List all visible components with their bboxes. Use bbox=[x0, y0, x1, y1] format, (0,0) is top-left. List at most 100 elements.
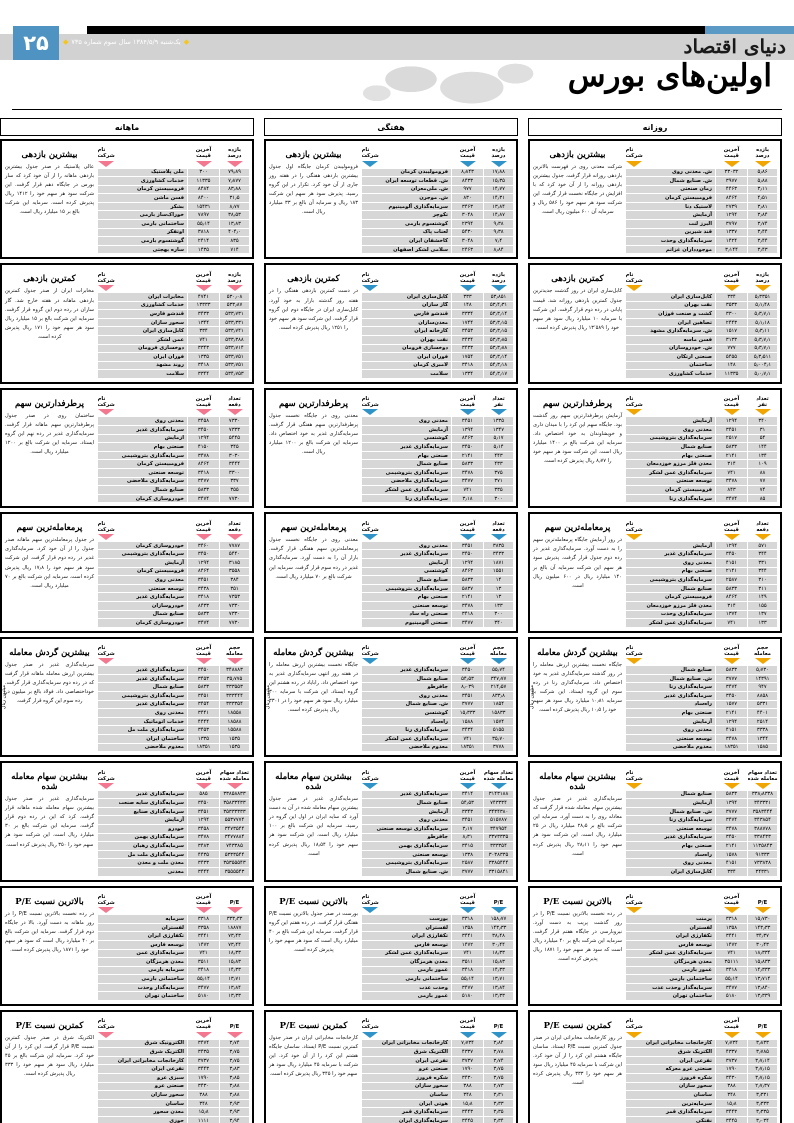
table-row: ۳٫۴۴ ۱۳۳۷ قند شیرین bbox=[625, 227, 778, 238]
cell-last-price: ۳۳۵۸ bbox=[187, 922, 220, 933]
table-row: ۷۳۳۰ ۸۴۳۳ خودروسازان bbox=[97, 600, 250, 611]
cell-company-name: قند شیرین bbox=[625, 227, 716, 238]
cell-metric-value: ۳۷۵ bbox=[483, 467, 514, 478]
table-row: ۵۱۵۵ ۳۴۳۴ سرمایه‌گذاری رنا bbox=[361, 725, 514, 735]
cell-metric-value: ۵۳٫۴٫۳۱ bbox=[483, 300, 514, 311]
cell-company-name: سرمایه‌گذاری غدیر bbox=[625, 549, 716, 559]
cell-metric-value: ۳۰۳۸۳۳۵ bbox=[483, 849, 514, 860]
cell-company-name: صنعتی بهام bbox=[97, 442, 188, 452]
table-row: ۳٫۹۳ ۱۵٫۸ معدن سحور bbox=[97, 1107, 250, 1117]
cell-metric-value: ۳٫۳۳ bbox=[483, 1098, 514, 1109]
down-arrow-icon bbox=[754, 533, 771, 540]
table-row: ۳٫۸۸ ۳۴۳۰ صنعتی عرو bbox=[97, 1081, 250, 1092]
cell-last-price: ۱۳۳۵ bbox=[187, 734, 220, 744]
table-col-header: نام شرکت bbox=[97, 641, 188, 666]
col-header-line: معامله bbox=[754, 651, 771, 658]
table-row: ۴۴۳ ۲۱۴۱ صنعتی بهام bbox=[361, 450, 514, 461]
cell-last-price: ۳۷۳۷ bbox=[187, 1055, 220, 1066]
table-row: ۱۸٫۳۳ ۷۴۱ سرمایه‌گذاری عمن لشکر bbox=[361, 948, 514, 959]
cell-company-name: سرمایه‌گذاری بتروشیمی bbox=[97, 450, 188, 461]
cell-company-name: سرمایه‌گذاری رهبان bbox=[97, 841, 188, 851]
table-col-header: آخرین قیمت bbox=[715, 517, 748, 542]
cell-last-price: ۸۴۶۴ bbox=[187, 459, 220, 469]
table-row: ۱۴٫۳۱ ۸۳۰ ش. موجرن bbox=[361, 193, 514, 203]
cell-last-price: ۲۳۹۴ bbox=[451, 219, 484, 229]
col-header-line: شرکت bbox=[97, 775, 115, 782]
down-arrow-icon bbox=[754, 284, 771, 291]
cell-company-name: سرمایه‌گذاری غدیر bbox=[361, 665, 452, 675]
table-row: ۱۳ ۲۱۴۱ صنعتی بهام bbox=[361, 592, 514, 602]
cell-metric-value: ۵۷۱ bbox=[747, 540, 778, 551]
cell-company-name: کابل‌سازی ایران bbox=[625, 867, 716, 877]
table-row: ۳۰٫۴۴ ۱۴۷۲ توسعه فارس bbox=[361, 939, 514, 950]
cell-company-name: عمن لشکر bbox=[97, 334, 188, 345]
cell-metric-value: ۷۳٫۴۴ bbox=[219, 939, 250, 950]
cell-metric-value: ۳٫۷۵ bbox=[219, 1055, 250, 1066]
table-row: ۵۳۰٫۰۸ ۴۷۴۱ مخابرات ایران bbox=[97, 291, 250, 302]
stat-block: تعداد دفعه آخرین قیمت نام شرکت ۳۸۳۵ ۳۴۵۱ معدنی ر… bbox=[264, 512, 518, 633]
down-arrow-icon bbox=[195, 160, 212, 167]
table-row: ۳٫۱۱ ۴۴۶۳ زمان صنعتی bbox=[625, 184, 778, 195]
cell-company-name: توسعه صنعتی bbox=[361, 600, 452, 611]
down-arrow-icon bbox=[723, 160, 740, 167]
table-col-header: نام شرکت bbox=[625, 517, 716, 542]
down-arrow-icon bbox=[361, 658, 378, 665]
cell-company-name: سرمایه‌گذاری ملاحضی bbox=[97, 476, 188, 487]
cell-last-price: ۵۵٫۱۴ bbox=[451, 974, 484, 984]
cell-metric-value: ۳۳۳۳۵۴ bbox=[483, 841, 514, 851]
table-row: ۱۵۵۱ ۸۴۶۳ کوشتسی bbox=[361, 566, 514, 577]
cell-company-name: لفستران bbox=[361, 922, 452, 933]
cell-last-price: ۳۴۷۷ bbox=[187, 982, 220, 993]
cell-metric-value: ۵٫۱٫۴۸ bbox=[747, 300, 778, 311]
col-header-line: نام bbox=[361, 396, 370, 403]
table-row: ۷۳۳۳ ۳۴۵۰ سرمایه‌گذاری غدیر bbox=[97, 424, 250, 435]
cell-metric-value: ۳۴۸۸۸۳ bbox=[219, 665, 250, 675]
cell-metric-value: ۳۳۸۴۳۳ bbox=[747, 832, 778, 843]
table-row: ۳٫۷۴ ۳۷۹۷ البرز لنت bbox=[625, 219, 778, 229]
table-row: ۷۳٫۴۳ ۳۴۴۱ تکفارژی ایران bbox=[97, 931, 250, 941]
stat-table-wrap: بازده درصد آخرین قیمت نام شرکت ۵۳۰٫۰۸ ۴۷۴۱ مخابر… bbox=[97, 268, 250, 379]
cell-metric-value: ۳٫۷۴ bbox=[747, 219, 778, 229]
table-row: ۷۷۳۰ ۳۴۷۴ خودروسازی کرمان bbox=[97, 493, 250, 504]
stat-table-wrap: تعداد سهام معامله شده آخرین قیمت نام شرکت ۳۳۸٫… bbox=[625, 766, 778, 877]
cell-last-price: ۳۴۱۵ bbox=[451, 841, 484, 851]
cell-metric-value: ۵۳٫۳٫۸۸ bbox=[483, 343, 514, 354]
table-row: ۳٫۰۳۴ ۳۴۴۵ نفتکی bbox=[625, 1115, 778, 1123]
cell-metric-value: ۳٫۷۴ bbox=[219, 1038, 250, 1049]
cell-metric-value: ۳۳۷ bbox=[219, 476, 250, 487]
table-col-header: آخرین قیمت bbox=[715, 268, 748, 293]
cell-company-name: فرومبیستن کرمان bbox=[625, 193, 716, 203]
cell-metric-value: ۳۸٫۵۳ bbox=[219, 210, 250, 221]
table-col-header: نام شرکت bbox=[625, 144, 716, 168]
cell-last-price: ۲۷۳۹ bbox=[715, 201, 748, 212]
table-row: ۵۳٫۸۵۱ ۳۳۳ کابل‌سازی ایران bbox=[361, 291, 514, 302]
table-col-header: آخرین قیمت bbox=[451, 517, 484, 542]
cell-company-name: معدنی روی bbox=[97, 708, 188, 718]
table-row: ۱۴٫۳۳ ۳۴۱۸ غمور بارمی bbox=[361, 965, 514, 976]
block-commentary: کمترین نسبت P/E در روز کارخانجات مخابراتی… bbox=[530, 1015, 626, 1123]
table-row: ۳۵۳۵۵۵۴۳ ۳۴۳۳ معدن ملت و معدن bbox=[97, 858, 250, 869]
table-row: ۵۳٫۳٫۱۴ ۳۳۳۴ قندشو فارس bbox=[361, 309, 514, 319]
cell-company-name: لامبری کرمان bbox=[361, 360, 452, 371]
stat-table-wrap: P/E آخرین قیمت نام شرکت ۱۵۸٫۷۷ ۳۳۱۸ بورست ۱۴۳٫۳۳… bbox=[361, 890, 514, 1002]
cell-metric-value: ۱۴٫۷۷ bbox=[483, 184, 514, 195]
cell-company-name: لاستیک دنا bbox=[625, 201, 716, 212]
cell-metric-value: ۳۳۱۵۸۴۱ bbox=[483, 867, 514, 877]
table-col-header: نام شرکت bbox=[97, 268, 188, 293]
table-row: ۵۳٫۳٫۱۵ ۳۴۵۳ کارخانه ایران bbox=[361, 326, 514, 336]
down-arrow-icon bbox=[490, 1031, 507, 1038]
cell-metric-value: ۳۴۳۳۱ bbox=[747, 867, 778, 877]
stat-table: حجم معامله آخرین قیمت نام شرکت ۵۵٫۷۴ ۳۴۵۰ سرمایه… bbox=[361, 641, 514, 753]
table-row: ۱۵۵۸۸ ۳۴۵۳ سرمایه‌گذاری ملت مل bbox=[97, 725, 250, 735]
cell-last-price: ۳۴۳۳ bbox=[451, 343, 484, 354]
col-header-line: شرکت bbox=[625, 900, 643, 907]
cell-company-name: سرمایه‌گذاری عمن لشکر bbox=[361, 948, 452, 959]
col-header-line: درصد bbox=[755, 153, 770, 160]
cell-last-price: ۳۴۷۷ bbox=[451, 476, 484, 487]
cell-metric-value: ۱۸۸۷۷ bbox=[219, 922, 250, 933]
col-header-line: آخرین bbox=[459, 893, 476, 900]
cell-company-name: فوران ایران bbox=[361, 352, 452, 362]
col-header-line: شرکت bbox=[625, 402, 643, 409]
table-row: ۳٫۷۴ ۳۷۳۷ تفرعی ایران bbox=[361, 1055, 514, 1066]
cell-last-price: ۱۳۳۴ bbox=[451, 369, 484, 379]
